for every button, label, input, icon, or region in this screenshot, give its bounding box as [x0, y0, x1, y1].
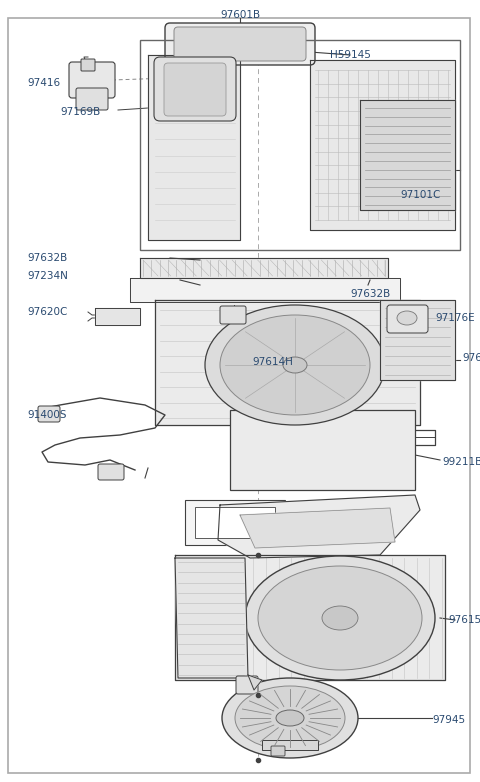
FancyBboxPatch shape: [164, 63, 226, 116]
Text: H59145: H59145: [330, 50, 371, 60]
Ellipse shape: [276, 710, 304, 726]
FancyBboxPatch shape: [76, 88, 108, 110]
FancyBboxPatch shape: [220, 306, 246, 324]
Bar: [140, 40, 460, 250]
Text: 97632B: 97632B: [27, 253, 67, 263]
Polygon shape: [218, 495, 420, 558]
Polygon shape: [175, 558, 248, 678]
Polygon shape: [95, 308, 140, 325]
Text: 97632B: 97632B: [350, 289, 390, 299]
Text: 97604: 97604: [462, 353, 480, 363]
FancyBboxPatch shape: [98, 464, 124, 480]
Text: 97101C: 97101C: [400, 190, 440, 200]
FancyBboxPatch shape: [236, 676, 258, 694]
Bar: [185, 500, 285, 545]
FancyBboxPatch shape: [165, 23, 315, 65]
Text: 91400S: 91400S: [27, 410, 67, 420]
Text: 97176E: 97176E: [435, 313, 475, 323]
Ellipse shape: [322, 606, 358, 630]
Polygon shape: [248, 675, 262, 690]
FancyBboxPatch shape: [81, 59, 95, 71]
Ellipse shape: [245, 556, 435, 680]
Polygon shape: [148, 55, 240, 240]
Ellipse shape: [397, 311, 417, 325]
FancyBboxPatch shape: [271, 746, 285, 756]
Text: 97615A: 97615A: [448, 615, 480, 625]
Polygon shape: [360, 100, 455, 210]
Bar: [195, 507, 275, 538]
Polygon shape: [380, 300, 455, 380]
FancyBboxPatch shape: [69, 62, 115, 98]
FancyBboxPatch shape: [387, 305, 428, 333]
Ellipse shape: [220, 315, 370, 415]
FancyBboxPatch shape: [38, 406, 60, 422]
Text: 97416: 97416: [27, 78, 60, 88]
FancyBboxPatch shape: [154, 57, 236, 121]
Ellipse shape: [283, 357, 307, 373]
Text: 97620C: 97620C: [27, 307, 67, 317]
Text: 97234N: 97234N: [27, 271, 68, 281]
Bar: [262, 740, 318, 750]
Ellipse shape: [222, 678, 358, 758]
Text: 99211B: 99211B: [442, 457, 480, 467]
Polygon shape: [175, 555, 445, 680]
Ellipse shape: [258, 566, 422, 670]
Ellipse shape: [205, 305, 385, 425]
FancyBboxPatch shape: [174, 27, 306, 61]
Polygon shape: [130, 278, 400, 302]
Bar: [230, 410, 415, 490]
Polygon shape: [240, 508, 395, 548]
Polygon shape: [310, 60, 455, 230]
Text: 97169B: 97169B: [60, 107, 100, 117]
Text: 97945: 97945: [432, 715, 465, 725]
Polygon shape: [140, 258, 388, 278]
Text: 97614H: 97614H: [252, 357, 293, 367]
Ellipse shape: [235, 686, 345, 750]
Text: 97601B: 97601B: [220, 10, 260, 20]
Polygon shape: [155, 300, 420, 425]
